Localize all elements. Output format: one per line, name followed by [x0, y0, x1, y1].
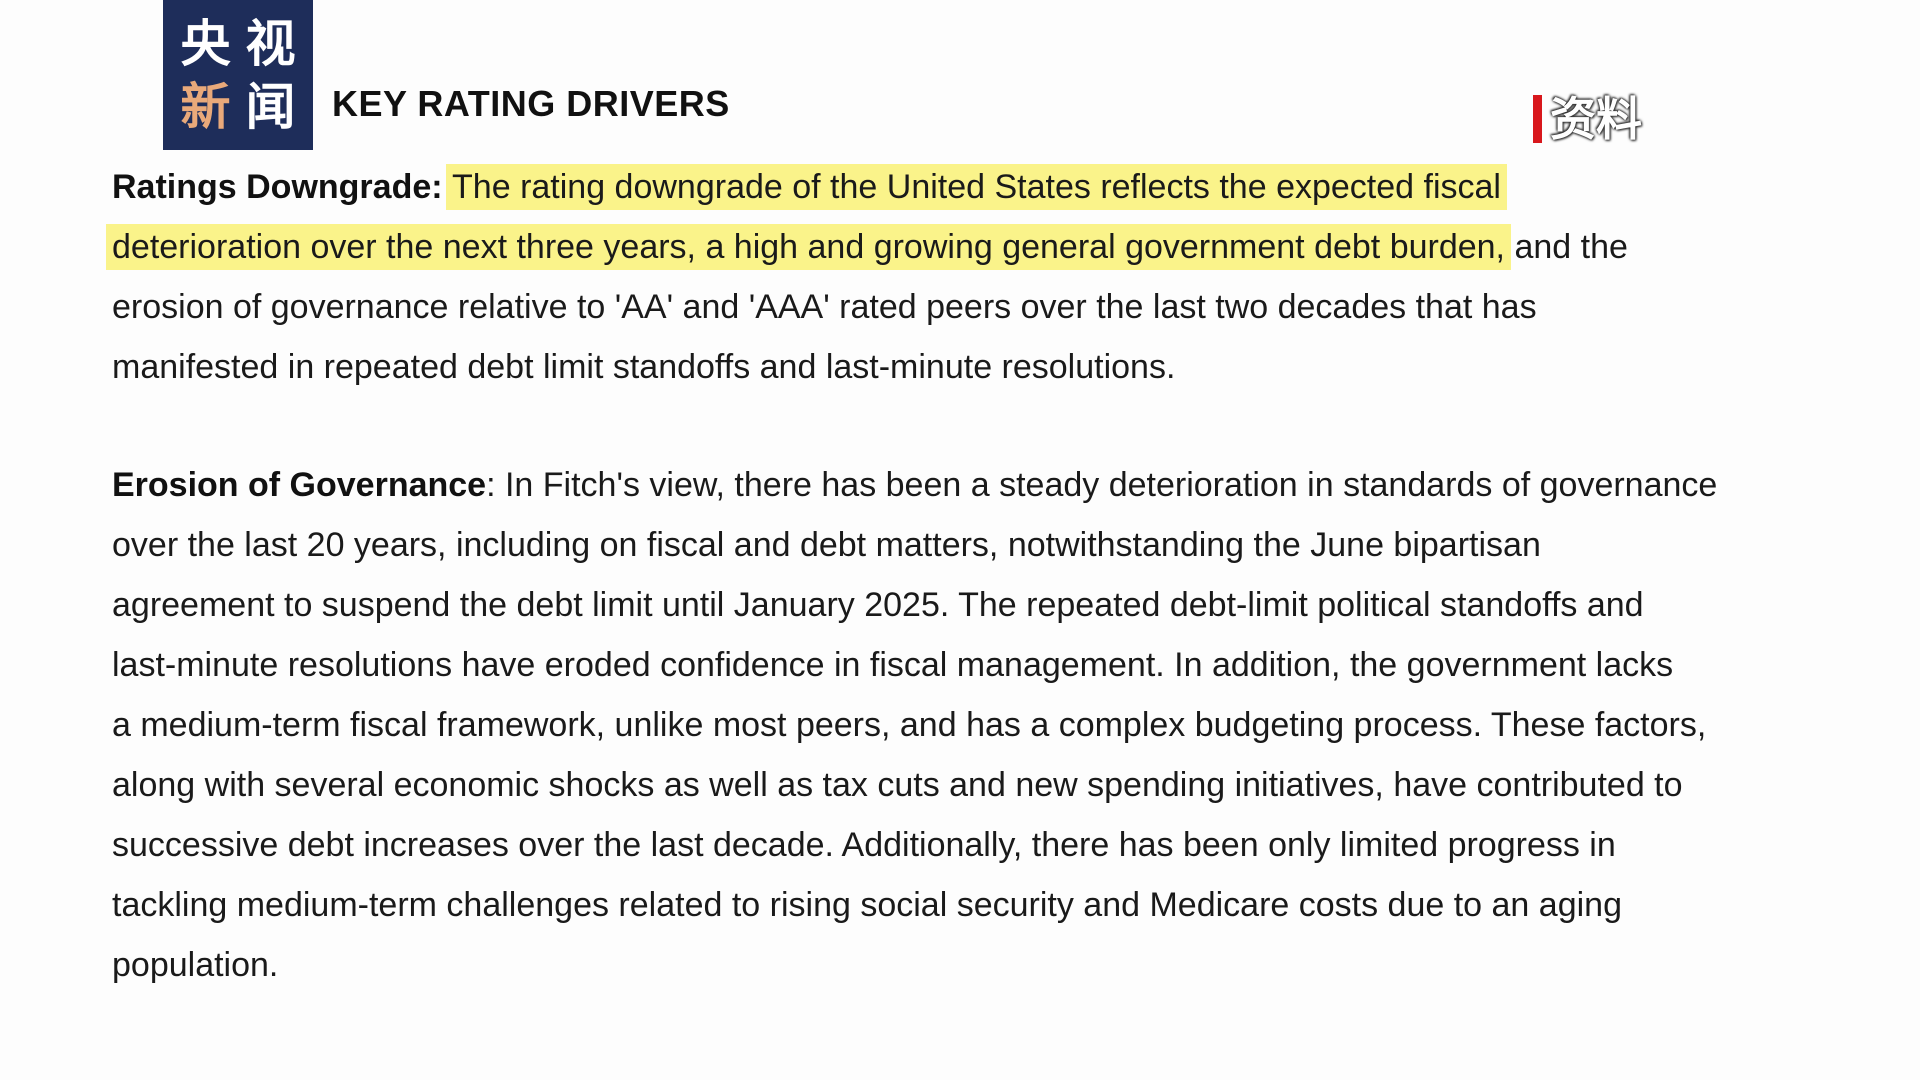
- cctv-news-logo: 央 视 新 闻: [163, 0, 313, 150]
- text-line: Ratings Downgrade: The rating downgrade …: [112, 157, 1628, 217]
- text-line: over the last 20 years, including on fis…: [112, 526, 1541, 564]
- text-line: a medium-term fiscal framework, unlike m…: [112, 706, 1707, 744]
- highlighted-text: The rating downgrade of the United State…: [446, 164, 1507, 210]
- text-line: successive debt increases over the last …: [112, 826, 1616, 864]
- text-line: manifested in repeated debt limit stando…: [112, 348, 1176, 386]
- paragraph-label: Erosion of Governance: [112, 466, 487, 504]
- logo-char: 新: [180, 77, 231, 136]
- section-heading: KEY RATING DRIVERS: [332, 83, 730, 124]
- tag-bar: [1533, 95, 1542, 143]
- text: and the: [1505, 228, 1628, 266]
- text-line: agreement to suspend the debt limit unti…: [112, 586, 1644, 624]
- highlighted-text: deterioration over the next three years,…: [106, 224, 1512, 270]
- paragraph-erosion-of-governance: Erosion of Governance: In Fitch's view, …: [112, 455, 1717, 995]
- text-line: erosion of governance relative to 'AA' a…: [112, 288, 1537, 326]
- tag-label: 资料: [1550, 92, 1642, 146]
- text-line: population.: [112, 946, 279, 984]
- text-line: along with several economic shocks as we…: [112, 766, 1683, 804]
- paragraph-label: Ratings Downgrade:: [112, 168, 443, 206]
- logo-char: 央: [180, 14, 231, 73]
- text-line: deterioration over the next three years,…: [106, 217, 1628, 277]
- source-tag: 资料: [1533, 92, 1642, 146]
- text: : In Fitch's view, there has been a stea…: [486, 466, 1718, 504]
- text-line: Erosion of Governance: In Fitch's view, …: [112, 455, 1717, 515]
- text-line: last-minute resolutions have eroded conf…: [112, 646, 1674, 684]
- logo-char: 视: [245, 14, 296, 73]
- text-line: tackling medium-term challenges related …: [112, 886, 1622, 924]
- paragraph-ratings-downgrade: Ratings Downgrade: The rating downgrade …: [106, 157, 1628, 397]
- logo-char: 闻: [245, 77, 296, 136]
